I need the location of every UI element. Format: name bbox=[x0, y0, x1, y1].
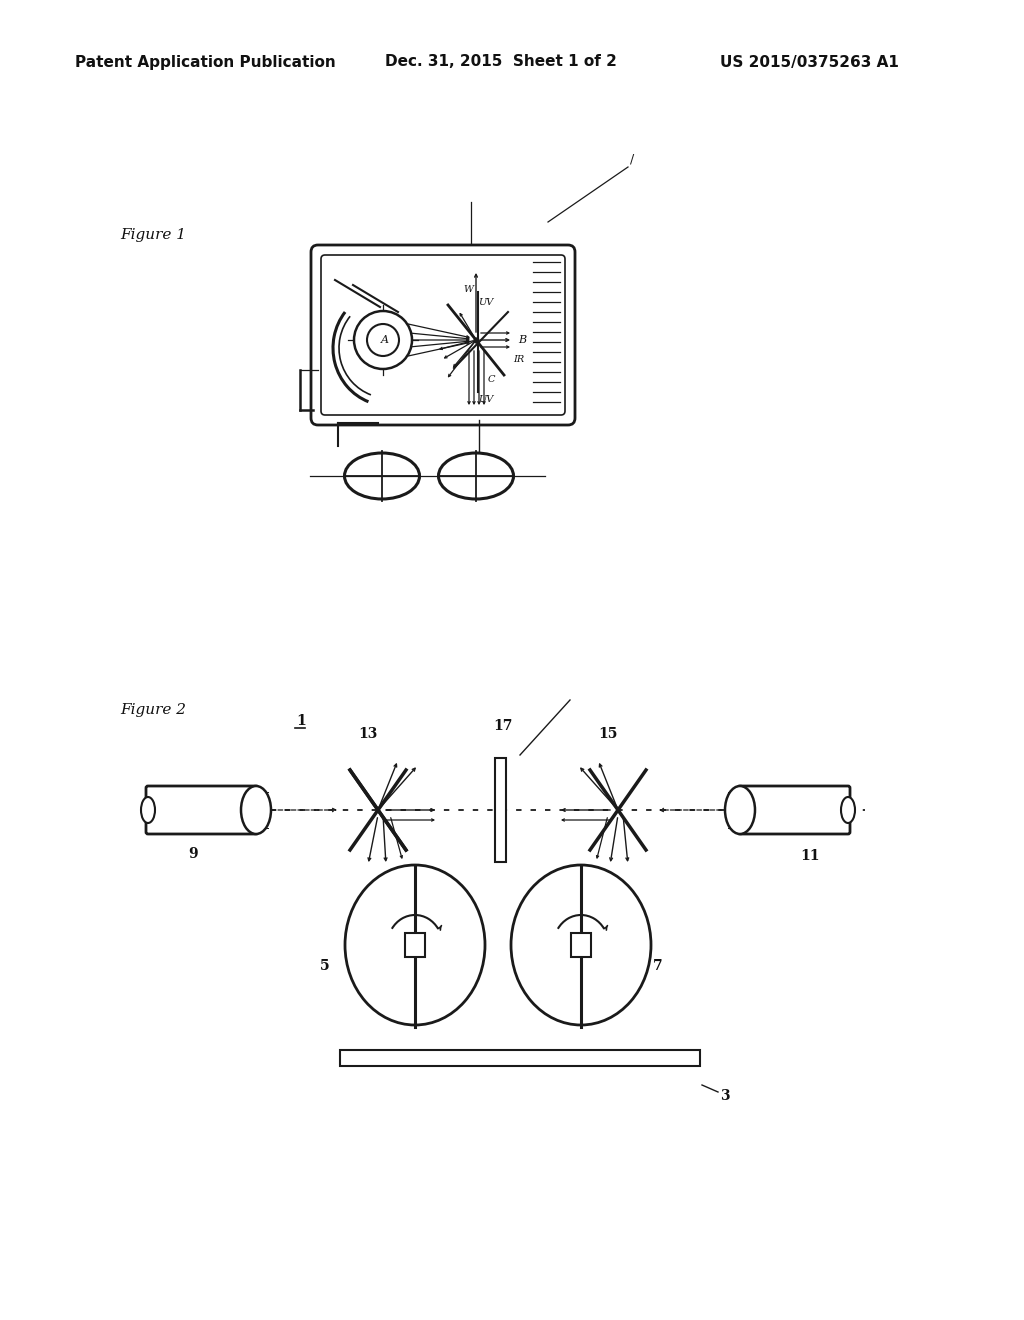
Ellipse shape bbox=[354, 312, 412, 370]
Text: 3: 3 bbox=[720, 1089, 730, 1104]
FancyBboxPatch shape bbox=[311, 246, 575, 425]
Text: Figure 1: Figure 1 bbox=[120, 228, 186, 242]
Text: Patent Application Publication: Patent Application Publication bbox=[75, 54, 336, 70]
Bar bbox=[406, 933, 425, 957]
Ellipse shape bbox=[241, 785, 271, 834]
FancyBboxPatch shape bbox=[146, 785, 258, 834]
Ellipse shape bbox=[725, 785, 755, 834]
Bar bbox=[340, 1061, 700, 1067]
Text: C: C bbox=[488, 375, 496, 384]
Ellipse shape bbox=[438, 453, 513, 499]
Bar bbox=[340, 1049, 700, 1067]
Text: 11: 11 bbox=[800, 849, 819, 863]
Text: A: A bbox=[381, 335, 389, 345]
Text: Figure 2: Figure 2 bbox=[120, 704, 186, 717]
Text: /: / bbox=[630, 152, 634, 165]
Text: B: B bbox=[518, 335, 526, 345]
Ellipse shape bbox=[511, 865, 651, 1026]
Text: UV: UV bbox=[478, 298, 494, 308]
Text: 17: 17 bbox=[493, 719, 512, 733]
Text: 15: 15 bbox=[598, 727, 617, 741]
FancyBboxPatch shape bbox=[738, 785, 850, 834]
Text: IR: IR bbox=[513, 355, 524, 364]
Text: US 2015/0375263 A1: US 2015/0375263 A1 bbox=[720, 54, 899, 70]
Ellipse shape bbox=[141, 797, 155, 822]
Text: UV: UV bbox=[478, 395, 494, 404]
Text: 1: 1 bbox=[296, 714, 306, 729]
Ellipse shape bbox=[345, 865, 485, 1026]
Bar bbox=[495, 758, 506, 862]
Ellipse shape bbox=[344, 453, 420, 499]
Bar bbox=[571, 933, 591, 957]
Text: 5: 5 bbox=[319, 960, 330, 973]
Text: 13: 13 bbox=[358, 727, 378, 741]
Ellipse shape bbox=[841, 797, 855, 822]
Text: 7: 7 bbox=[653, 960, 663, 973]
Text: Dec. 31, 2015  Sheet 1 of 2: Dec. 31, 2015 Sheet 1 of 2 bbox=[385, 54, 616, 70]
Text: W: W bbox=[463, 285, 473, 294]
Text: 9: 9 bbox=[188, 847, 198, 861]
Ellipse shape bbox=[367, 323, 399, 356]
